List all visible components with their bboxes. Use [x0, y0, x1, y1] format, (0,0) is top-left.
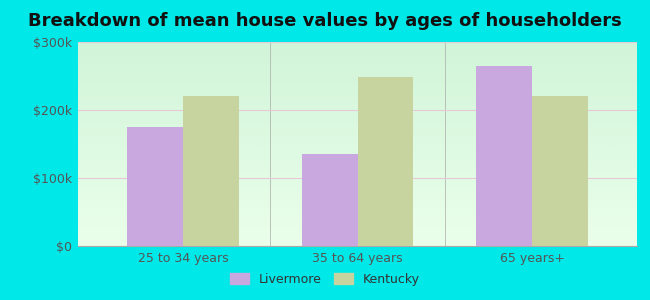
Bar [127, 127, 183, 246]
Bar [358, 77, 413, 246]
Bar [183, 96, 239, 246]
Bar [302, 154, 358, 246]
Bar [476, 66, 532, 246]
Text: Breakdown of mean house values by ages of householders: Breakdown of mean house values by ages o… [28, 12, 622, 30]
Bar [532, 96, 588, 246]
Legend: Livermore, Kentucky: Livermore, Kentucky [225, 268, 425, 291]
